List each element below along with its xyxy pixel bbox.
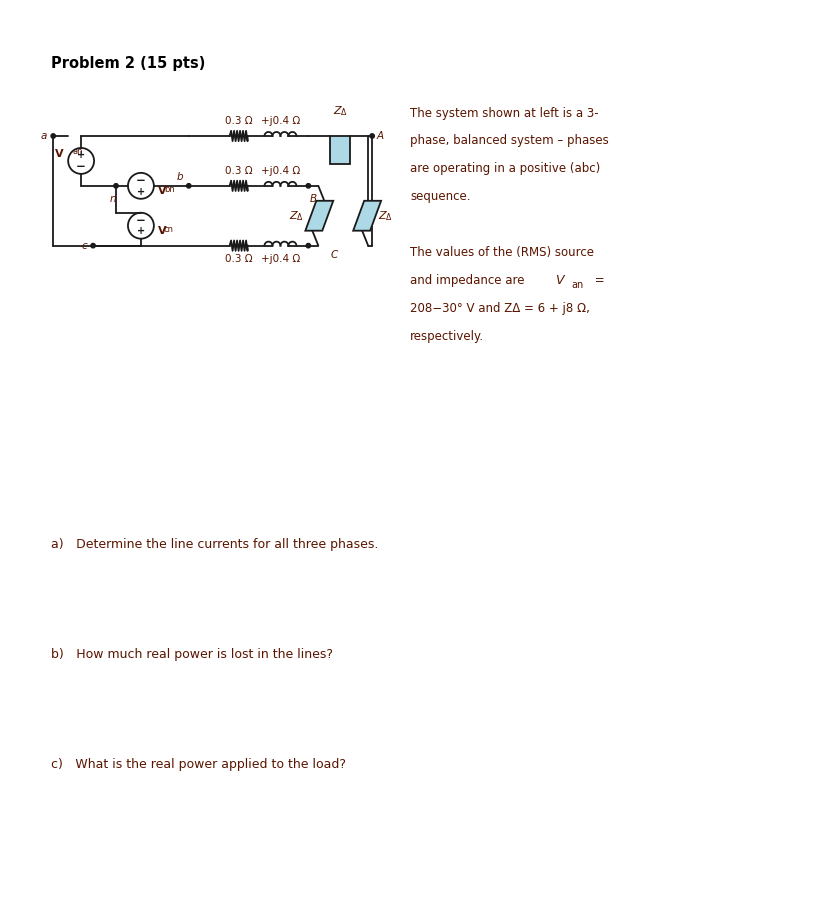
Text: b) How much real power is lost in the lines?: b) How much real power is lost in the li…: [51, 648, 333, 661]
Text: respectively.: respectively.: [410, 330, 484, 343]
Text: B: B: [310, 193, 316, 204]
Text: Problem 2 (15 pts): Problem 2 (15 pts): [51, 56, 205, 71]
Text: +: +: [137, 186, 145, 196]
Text: +j0.4 Ω: +j0.4 Ω: [261, 166, 300, 176]
Text: +j0.4 Ω: +j0.4 Ω: [261, 254, 300, 263]
Text: +: +: [77, 150, 85, 160]
Text: $\mathbf{V}$: $\mathbf{V}$: [157, 183, 167, 196]
Text: phase, balanced system – phases: phase, balanced system – phases: [410, 135, 608, 148]
Text: a) Determine the line currents for all three phases.: a) Determine the line currents for all t…: [51, 538, 378, 551]
Text: c) What is the real power applied to the load?: c) What is the real power applied to the…: [51, 757, 346, 770]
Text: $Z_\Delta$: $Z_\Delta$: [289, 209, 305, 223]
Text: −: −: [76, 160, 86, 173]
Text: 0.3 Ω: 0.3 Ω: [225, 166, 252, 176]
Text: an: an: [571, 280, 584, 290]
Text: $\mathbf{V}$: $\mathbf{V}$: [53, 147, 64, 159]
Text: A: A: [376, 131, 383, 141]
Text: The system shown at left is a 3-: The system shown at left is a 3-: [410, 106, 599, 119]
Text: bn: bn: [164, 185, 175, 194]
Text: C: C: [330, 249, 337, 260]
Text: b: b: [177, 171, 183, 182]
Circle shape: [306, 243, 310, 248]
Circle shape: [370, 134, 374, 138]
Circle shape: [51, 134, 55, 138]
Text: 208−30° V and ZΔ = 6 + j8 Ω,: 208−30° V and ZΔ = 6 + j8 Ω,: [410, 302, 589, 315]
Text: 0.3 Ω: 0.3 Ω: [225, 116, 252, 126]
Text: +j0.4 Ω: +j0.4 Ω: [261, 116, 300, 126]
Polygon shape: [353, 201, 381, 231]
Text: =: =: [591, 274, 605, 287]
Circle shape: [186, 183, 191, 188]
Text: The values of the (RMS) source: The values of the (RMS) source: [410, 246, 594, 260]
Text: sequence.: sequence.: [410, 191, 470, 204]
Text: an: an: [72, 147, 83, 156]
Text: +: +: [137, 226, 145, 237]
Text: $Z_\Delta$: $Z_\Delta$: [333, 105, 348, 118]
Circle shape: [91, 243, 95, 248]
Circle shape: [306, 183, 310, 188]
Text: and impedance are: and impedance are: [410, 274, 528, 287]
Text: 0.3 Ω: 0.3 Ω: [225, 254, 252, 263]
Text: −: −: [136, 173, 146, 187]
Polygon shape: [305, 201, 333, 231]
Text: $\mathit{V}$: $\mathit{V}$: [554, 274, 566, 287]
Text: −: −: [136, 214, 146, 226]
Text: c: c: [81, 240, 87, 250]
Text: are operating in a positive (abc): are operating in a positive (abc): [410, 162, 600, 175]
Text: n: n: [110, 193, 117, 204]
Circle shape: [114, 183, 118, 188]
Text: cn: cn: [164, 226, 174, 234]
Text: $\mathbf{V}$: $\mathbf{V}$: [157, 224, 167, 236]
Bar: [330, 136, 351, 164]
Text: a: a: [41, 131, 48, 141]
Text: $Z_\Delta$: $Z_\Delta$: [378, 209, 393, 223]
